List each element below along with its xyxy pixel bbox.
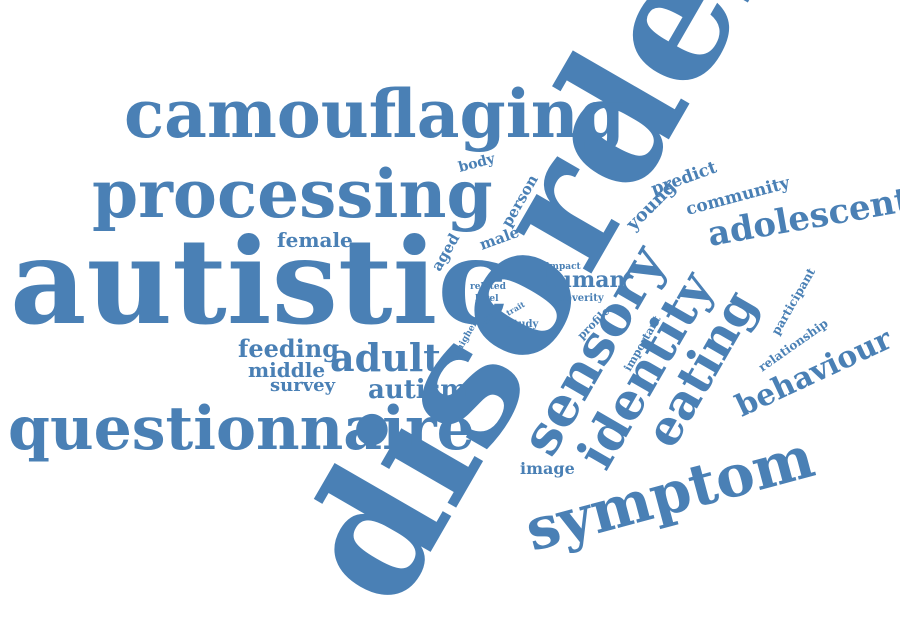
word-survey: survey [270, 375, 336, 397]
word-severity: severity [560, 292, 604, 304]
word-questionnaire: questionnaire [8, 393, 475, 464]
word-female: female [277, 227, 353, 252]
word-middle: middle [248, 357, 326, 382]
word-behaviour: behaviour [730, 322, 898, 425]
word-impact: impact [546, 261, 581, 272]
word-camouflaging: camouflaging [124, 74, 625, 153]
word-level: level [475, 293, 499, 304]
word-human: human [540, 266, 626, 293]
word-study: study [508, 318, 539, 330]
word-related: related [470, 281, 506, 292]
word-processing: processing [92, 154, 493, 233]
word-feeding: feeding [238, 334, 339, 364]
word-autistic: autistic [10, 212, 510, 352]
word-adult: adult [330, 334, 441, 380]
word-image: image [520, 458, 575, 478]
word-autism: autism [368, 374, 468, 405]
